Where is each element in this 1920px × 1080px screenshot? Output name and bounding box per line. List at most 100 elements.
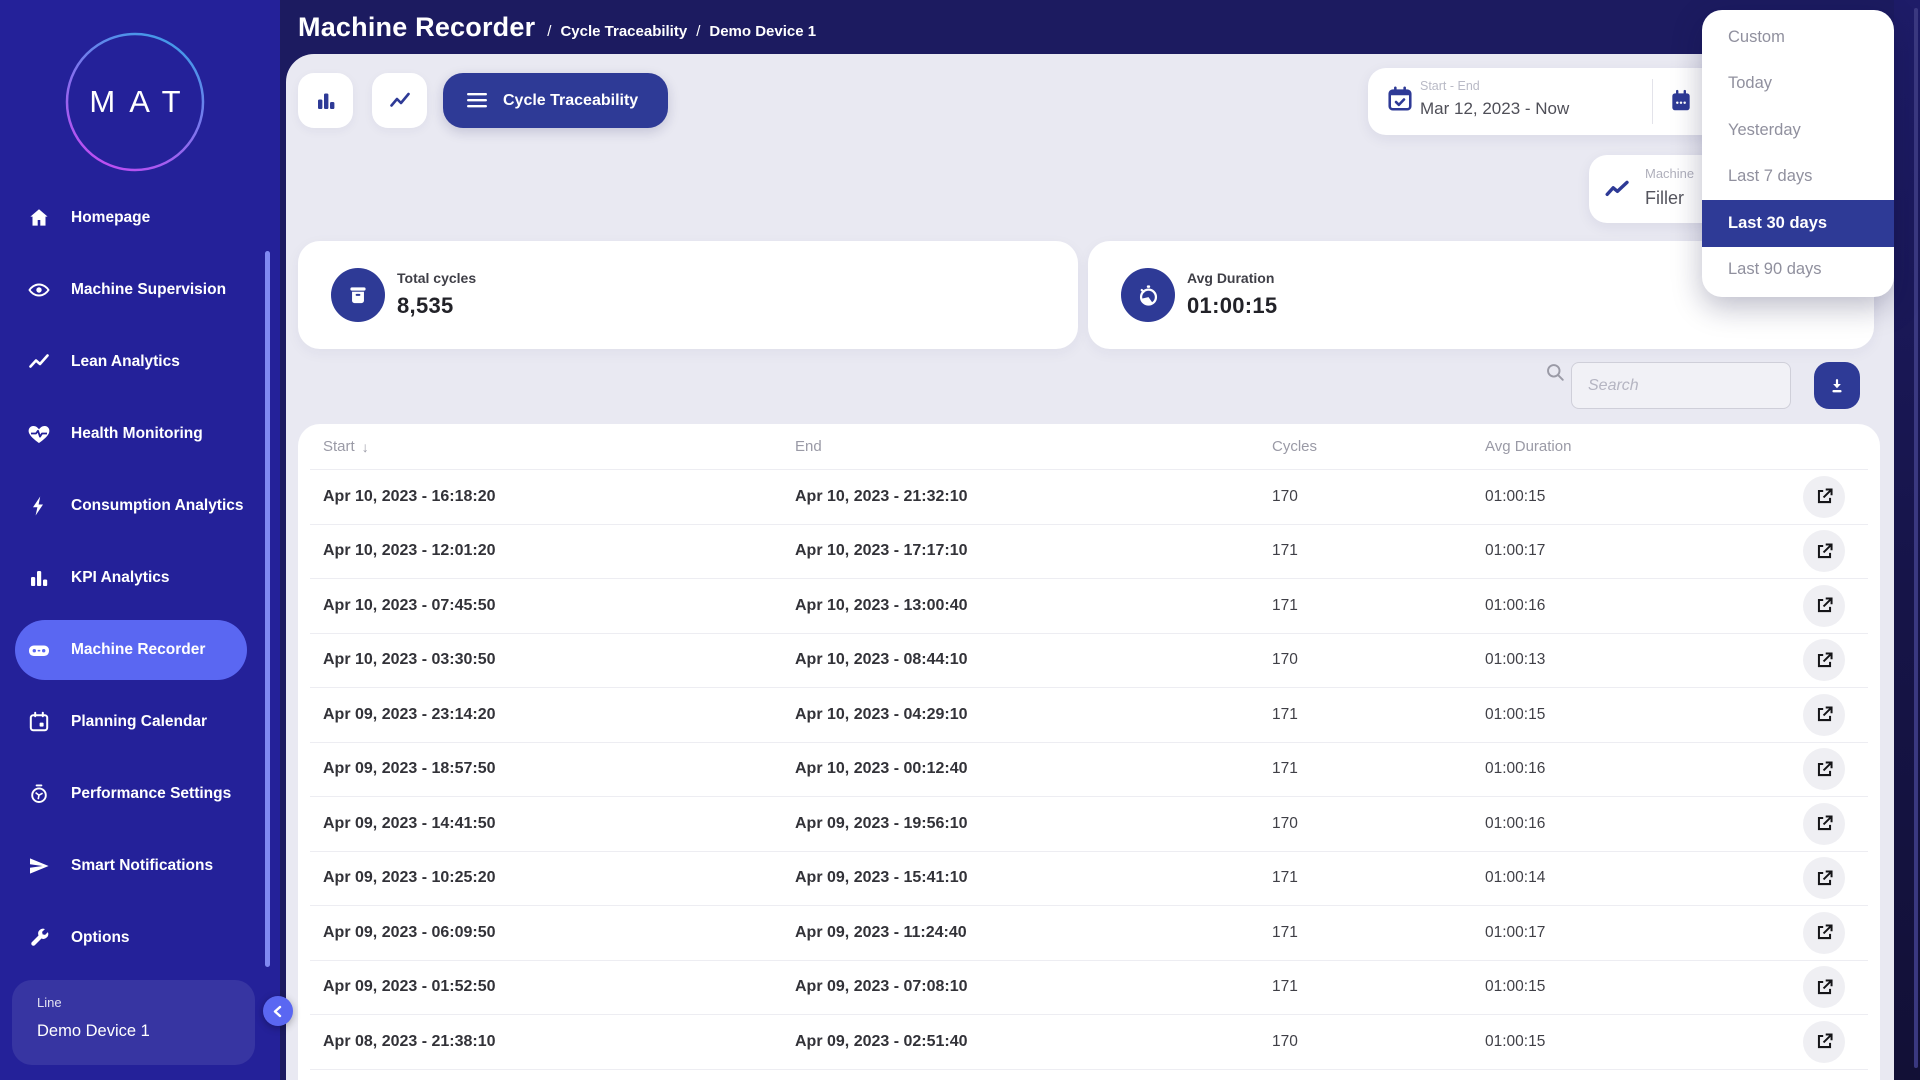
logo-text: MAT [89, 84, 195, 119]
open-record-button[interactable] [1803, 857, 1845, 900]
column-header-avg-duration[interactable]: Avg Duration [1485, 438, 1572, 455]
sidebar-item[interactable]: Planning Calendar [15, 686, 247, 758]
open-record-button[interactable] [1803, 530, 1845, 573]
breadcrumb-separator: / [547, 23, 552, 40]
page-title: Machine Recorder [298, 12, 536, 42]
chevron-left-icon [273, 1005, 282, 1017]
sidebar-item[interactable]: Machine Recorder [15, 620, 247, 680]
sidebar-item[interactable]: Performance Settings [15, 758, 247, 830]
open-record-button[interactable] [1803, 911, 1845, 954]
gauge-icon [25, 780, 53, 808]
cycle-traceability-button[interactable]: Cycle Traceability [443, 73, 669, 128]
table-header-row: Start ↓ End Cycles Avg Duration [310, 424, 1868, 470]
open-record-button[interactable] [1803, 584, 1845, 627]
sidebar-item[interactable]: Smart Notifications [15, 830, 247, 902]
recorder-icon [25, 636, 53, 664]
device-panel-value: Demo Device 1 [37, 1022, 150, 1040]
cell-avg-duration: 01:00:17 [1485, 542, 1546, 560]
table-row: Apr 10, 2023 - 16:18:20 Apr 10, 2023 - 2… [310, 470, 1868, 525]
table-row: Apr 09, 2023 - 23:14:20 Apr 10, 2023 - 0… [310, 688, 1868, 743]
cell-start: Apr 10, 2023 - 16:18:20 [323, 487, 496, 505]
calendar-dots-icon[interactable] [1668, 88, 1694, 114]
table-row: Apr 10, 2023 - 12:01:20 Apr 10, 2023 - 1… [310, 525, 1868, 579]
bar-view-button[interactable] [298, 73, 353, 128]
date-range-value: Mar 12, 2023 - Now [1420, 99, 1570, 118]
content-panel: Cycle Traceability Start - End Mar 12, 2… [286, 54, 1894, 1080]
line-chart-icon [1605, 180, 1629, 197]
line-view-button[interactable] [372, 73, 427, 128]
cell-start: Apr 09, 2023 - 06:09:50 [323, 923, 496, 941]
open-record-button[interactable] [1803, 966, 1845, 1009]
date-range-picker[interactable]: Start - End Mar 12, 2023 - Now [1368, 68, 1720, 135]
date-menu-item[interactable]: Today [1728, 74, 1773, 93]
launch-icon [1817, 597, 1833, 613]
open-record-button[interactable] [1803, 693, 1845, 736]
calendar-check-icon [1388, 86, 1412, 111]
breadcrumb-item[interactable]: Demo Device 1 [709, 23, 817, 40]
sidebar-item[interactable]: Lean Analytics [15, 326, 247, 398]
sidebar-item[interactable]: Homepage [15, 182, 247, 254]
date-menu-item[interactable]: Last 90 days [1728, 260, 1822, 279]
send-icon [25, 852, 53, 880]
cell-end: Apr 10, 2023 - 21:32:10 [795, 487, 968, 505]
launch-icon [1817, 488, 1833, 504]
cell-end: Apr 09, 2023 - 02:51:40 [795, 1032, 968, 1050]
cell-avg-duration: 01:00:15 [1485, 978, 1546, 996]
cell-cycles: 171 [1272, 869, 1298, 887]
table-row: Apr 10, 2023 - 07:45:50 Apr 10, 2023 - 1… [310, 579, 1868, 634]
table-row: Apr 09, 2023 - 01:52:50 Apr 09, 2023 - 0… [310, 961, 1868, 1015]
main-area: Machine Recorder / Cycle Traceability / … [280, 0, 1920, 1080]
page-scrollbar-thumb[interactable] [1914, 8, 1918, 1068]
bar-chart-icon [25, 564, 53, 592]
cell-start: Apr 09, 2023 - 14:41:50 [323, 814, 496, 832]
cell-start: Apr 09, 2023 - 10:25:20 [323, 869, 496, 887]
cell-cycles: 171 [1272, 923, 1298, 941]
page-scrollbar-track [1894, 0, 1920, 1080]
download-button[interactable] [1814, 362, 1860, 409]
open-record-button[interactable] [1803, 1020, 1845, 1063]
bolt-icon [25, 492, 53, 520]
sidebar-item[interactable]: Consumption Analytics [15, 470, 247, 542]
table-row: Apr 08, 2023 - 21:38:10 Apr 09, 2023 - 0… [310, 1015, 1868, 1070]
eye-icon [25, 276, 53, 304]
sidebar-item[interactable]: Health Monitoring [15, 398, 247, 470]
cell-cycles: 170 [1272, 814, 1298, 832]
breadcrumb-separator: / [696, 23, 701, 40]
total-cycles-label: Total cycles [397, 270, 477, 286]
sidebar-item[interactable]: Machine Supervision [15, 254, 247, 326]
cell-avg-duration: 01:00:15 [1485, 705, 1546, 723]
column-header-end[interactable]: End [795, 438, 822, 455]
open-record-button[interactable] [1803, 639, 1845, 682]
date-menu-item[interactable]: Yesterday [1728, 120, 1801, 139]
search-input[interactable] [1571, 362, 1791, 409]
column-header-cycles[interactable]: Cycles [1272, 438, 1318, 455]
column-header-start[interactable]: Start ↓ [323, 438, 369, 455]
launch-icon [1817, 706, 1833, 722]
total-cycles-value: 8,535 [397, 293, 454, 318]
open-record-button[interactable] [1803, 802, 1845, 845]
avg-duration-value: 01:00:15 [1187, 293, 1278, 318]
cell-avg-duration: 01:00:15 [1485, 487, 1546, 505]
line-chart-icon [389, 92, 410, 107]
date-menu-item[interactable]: Last 30 days [1702, 200, 1894, 247]
device-panel: Line Demo Device 1 [12, 980, 255, 1065]
breadcrumb-item[interactable]: Cycle Traceability [560, 23, 688, 40]
launch-icon [1817, 924, 1833, 940]
launch-icon [1817, 543, 1833, 558]
sidebar-scrollbar[interactable] [265, 251, 270, 967]
sidebar-item[interactable]: KPI Analytics [15, 542, 247, 614]
open-record-button[interactable] [1803, 748, 1845, 791]
sort-desc-icon: ↓ [361, 438, 369, 455]
sidebar-item[interactable]: Options [15, 902, 247, 974]
date-menu-item[interactable]: Custom [1728, 27, 1785, 46]
date-menu-item[interactable]: Last 7 days [1728, 167, 1813, 186]
open-record-button[interactable] [1803, 475, 1845, 518]
machine-filter-value: Filler [1645, 188, 1684, 208]
cell-avg-duration: 01:00:16 [1485, 760, 1546, 778]
launch-icon [1817, 652, 1833, 667]
launch-icon [1817, 979, 1833, 994]
sidebar-collapse-button[interactable] [263, 996, 293, 1026]
cell-avg-duration: 01:00:16 [1485, 814, 1546, 832]
home-icon [25, 204, 53, 232]
